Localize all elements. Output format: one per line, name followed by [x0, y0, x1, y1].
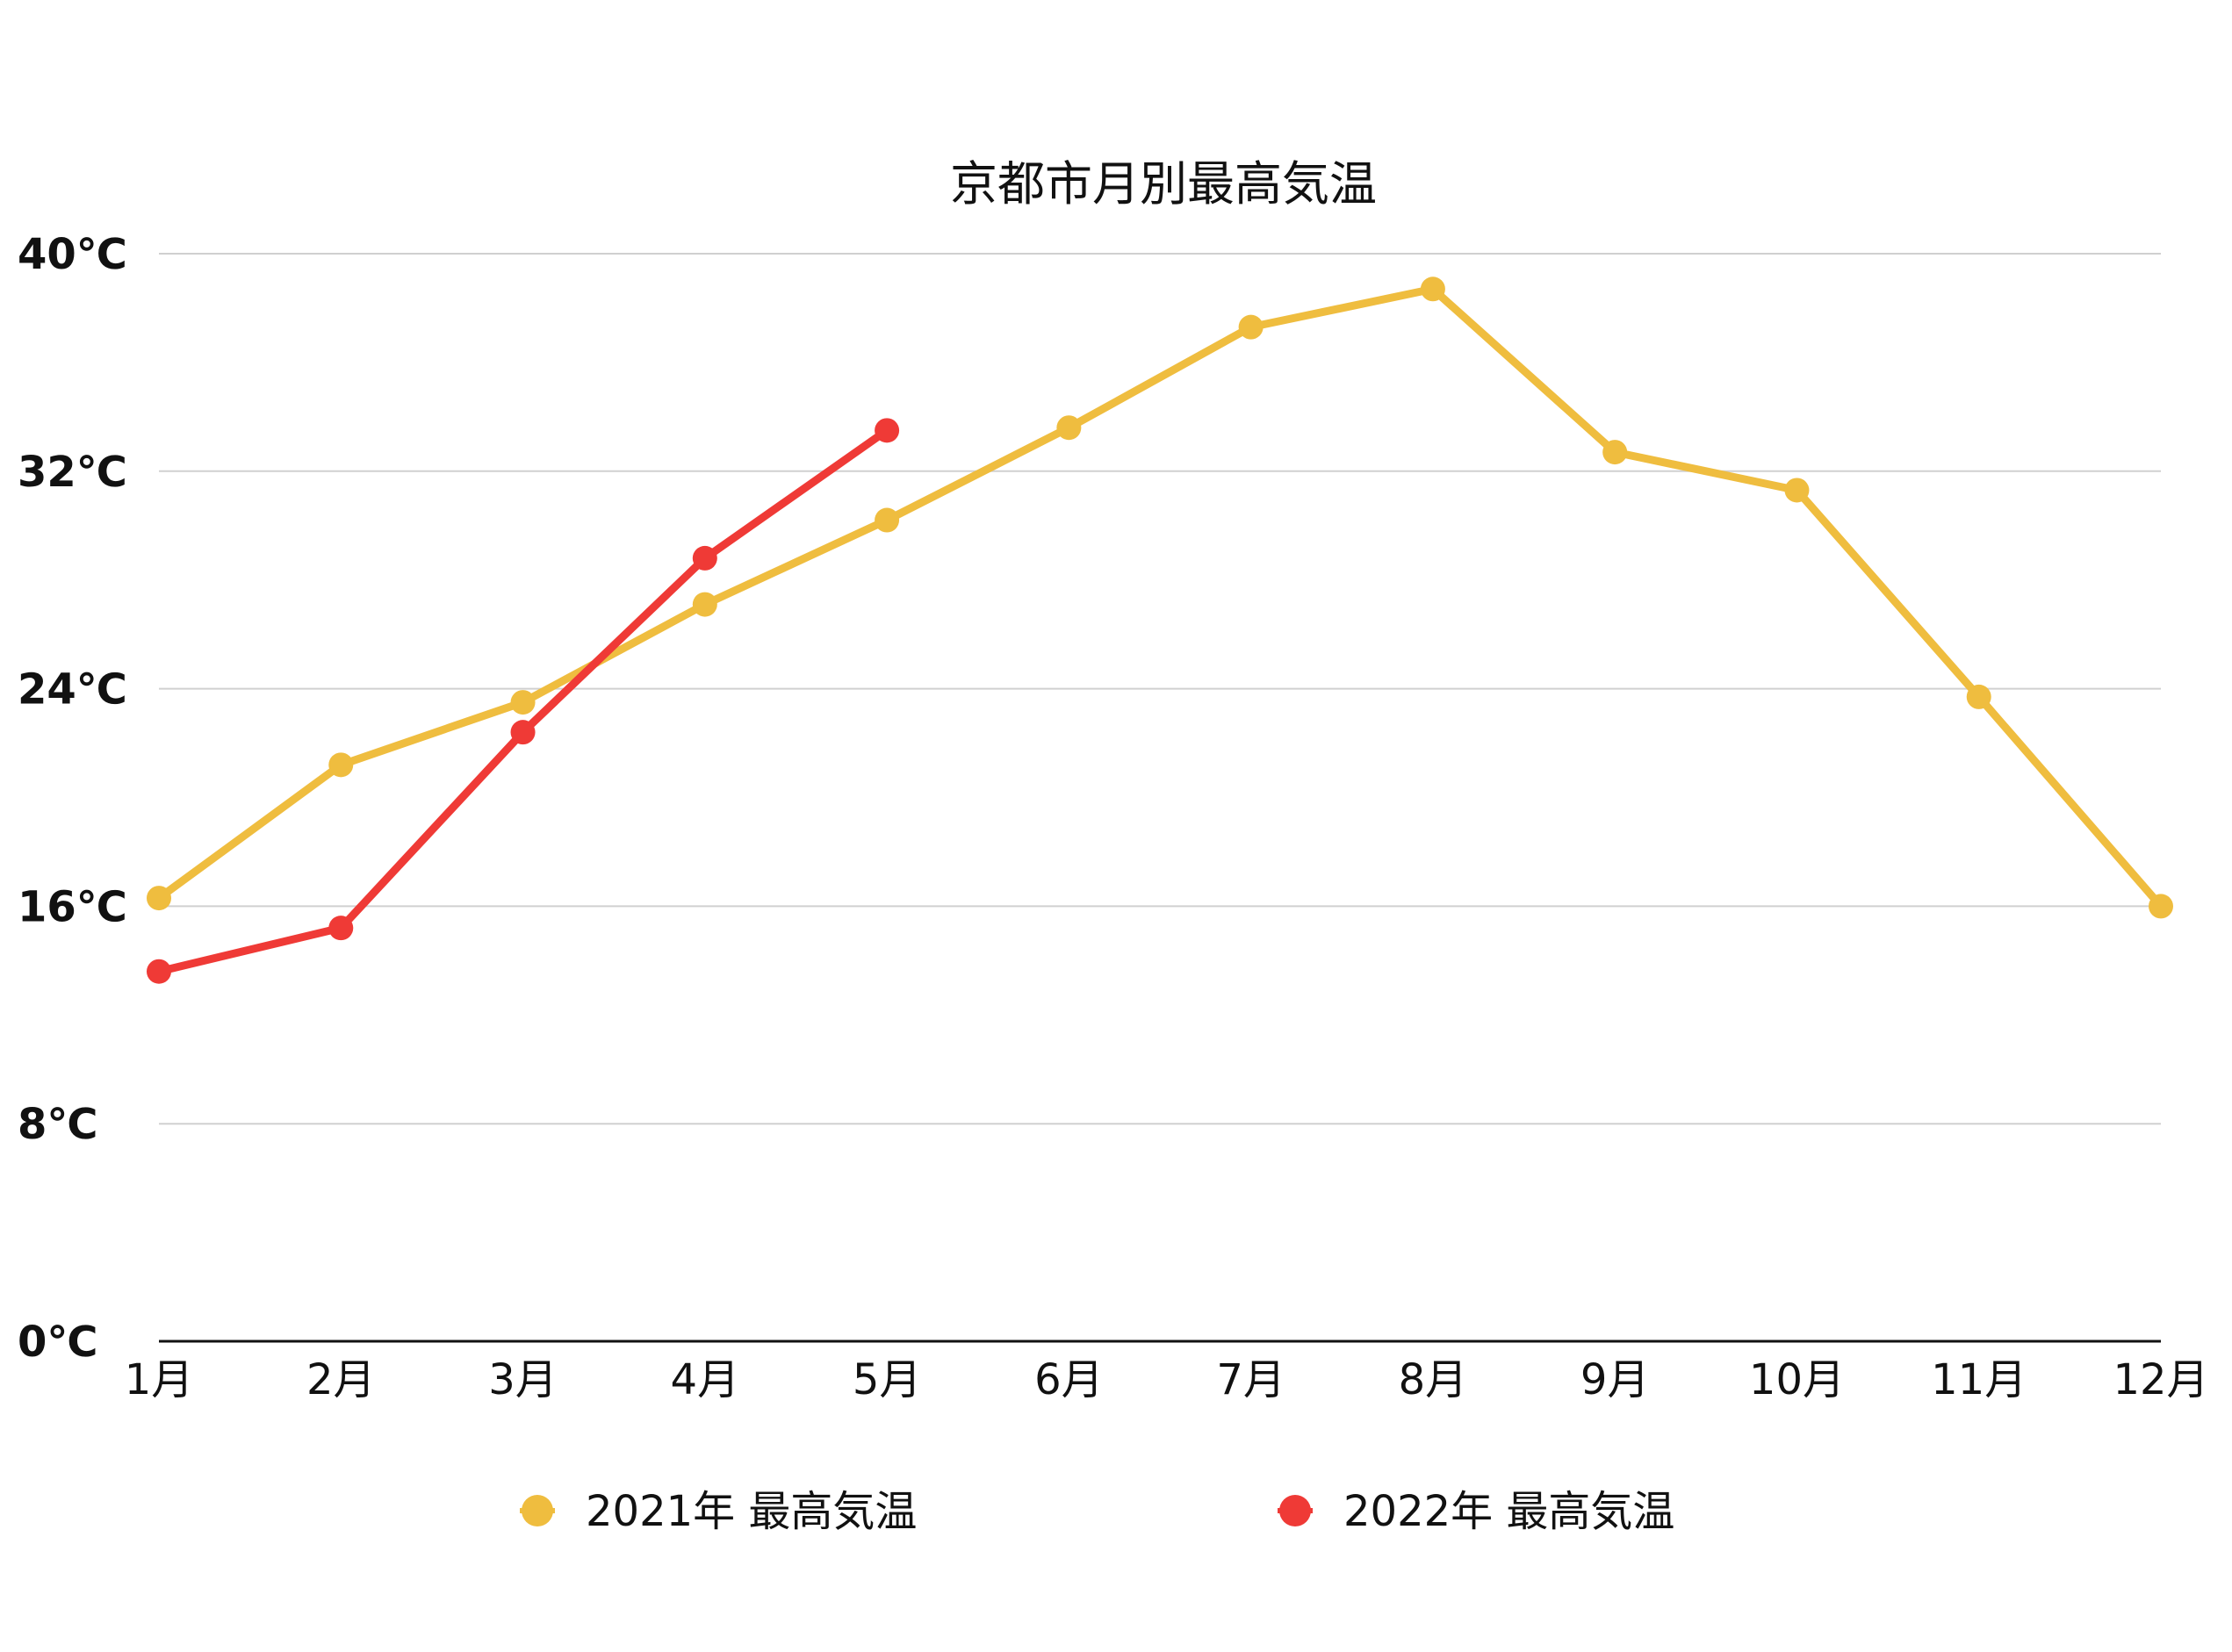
y-tick-label: 40℃	[18, 230, 127, 279]
chart-title: 京都市月別最高気温	[950, 156, 1377, 212]
legend-item: 2021年 最高気温	[520, 1487, 917, 1536]
data-point	[1966, 684, 1991, 709]
series-line	[155, 284, 2165, 910]
data-point	[2149, 894, 2173, 919]
data-point	[147, 886, 171, 911]
y-tick-label: 8℃	[18, 1100, 98, 1149]
legend-label: 2021年 最高気温	[586, 1487, 917, 1536]
x-tick-label: 10月	[1749, 1355, 1845, 1404]
data-point	[875, 418, 900, 443]
data-point	[1056, 415, 1082, 441]
x-tick-label: 3月	[488, 1355, 558, 1404]
legend-item: 2022年 最高気温	[1278, 1487, 1674, 1536]
y-axis: 0℃ 8℃ 16℃ 24℃ 32℃ 40℃	[18, 230, 127, 1367]
y-tick-label: 32℃	[18, 448, 127, 497]
data-point	[692, 592, 717, 617]
data-point	[875, 507, 900, 533]
x-tick-label: 11月	[1931, 1355, 2027, 1404]
x-tick-label: 5月	[853, 1355, 922, 1404]
data-point	[328, 916, 354, 941]
legend: 2021年 最高気温 2022年 最高気温	[520, 1487, 1674, 1536]
data-point	[1602, 440, 1628, 465]
data-point	[1420, 277, 1445, 302]
data-point	[510, 720, 536, 745]
legend-label: 2022年 最高気温	[1343, 1487, 1674, 1536]
x-tick-label: 12月	[2113, 1355, 2208, 1404]
data-point	[328, 752, 354, 778]
data-point	[1238, 314, 1264, 340]
x-tick-label: 7月	[1216, 1355, 1285, 1404]
series-2	[147, 418, 900, 984]
y-tick-label: 16℃	[18, 882, 127, 931]
x-tick-label: 8月	[1399, 1355, 1468, 1404]
y-tick-label: 24℃	[18, 665, 127, 715]
x-axis: 1月 2月 3月 4月 5月 6月 7月 8月 9月 10月 11月 12月	[125, 1340, 2209, 1404]
data-point	[1784, 478, 1810, 503]
x-tick-label: 9月	[1580, 1355, 1650, 1404]
data-point	[692, 545, 717, 571]
gridlines	[159, 253, 2161, 1125]
y-tick-label: 0℃	[18, 1318, 98, 1367]
x-tick-label: 4月	[671, 1355, 740, 1404]
x-tick-label: 1月	[125, 1355, 194, 1404]
series-1	[147, 277, 2173, 919]
x-tick-label: 6月	[1034, 1355, 1104, 1404]
data-point	[147, 959, 171, 984]
data-point	[510, 690, 536, 715]
series-lines	[147, 277, 2173, 984]
legend-marker	[1279, 1495, 1311, 1526]
x-tick-label: 2月	[306, 1355, 376, 1404]
legend-marker	[522, 1495, 553, 1526]
